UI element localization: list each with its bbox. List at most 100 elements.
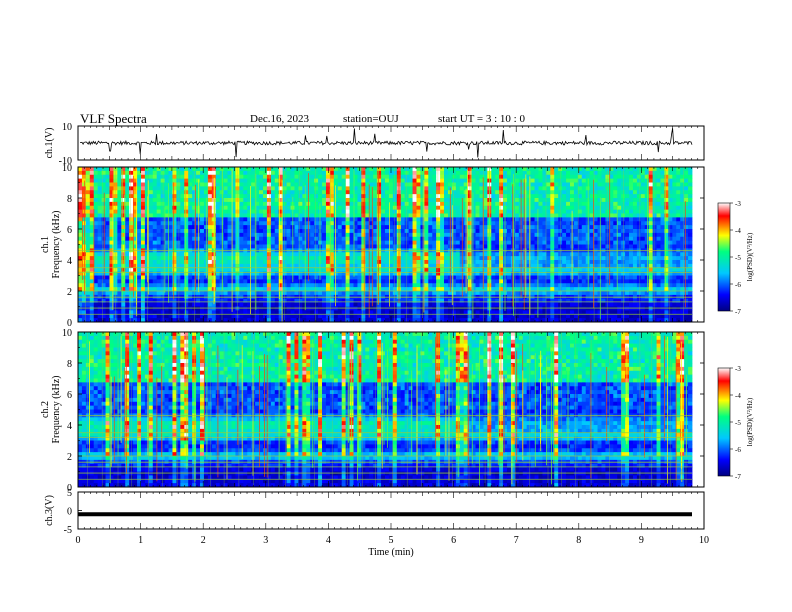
spectrogram-cell: [475, 201, 480, 207]
spectrogram-cell: [188, 287, 193, 292]
spectrogram-cell: [404, 201, 410, 207]
spectrogram-cell: [483, 213, 488, 218]
spectrogram-cell: [129, 298, 134, 304]
spectrogram-cell: [266, 213, 272, 218]
spectrogram-cell: [318, 302, 323, 307]
spectrogram-cell: [93, 236, 99, 242]
spectrogram-cell: [97, 174, 103, 180]
spectrogram-cell: [471, 298, 476, 304]
spectrogram-cell: [558, 302, 563, 307]
spectrogram-cell: [542, 267, 547, 273]
spectrogram-cell: [385, 240, 390, 245]
spectrogram-cell: [341, 252, 347, 257]
spectrogram-cell: [97, 236, 103, 242]
spectrogram-cell: [278, 225, 284, 230]
spectrogram-cell: [404, 306, 410, 311]
spectrogram-cell: [530, 244, 535, 249]
spectrogram-cell: [109, 267, 114, 273]
spectrogram-cell: [168, 318, 173, 323]
spectrogram-cell: [495, 263, 500, 269]
spectrogram-cell: [176, 201, 181, 207]
spectrogram-cell: [444, 306, 449, 311]
spectrogram-cell: [211, 306, 217, 311]
spectrogram-cell: [483, 287, 488, 292]
spectrogram-cell: [172, 217, 177, 222]
spectrogram-cell: [278, 213, 284, 218]
spectrogram-cell: [424, 260, 429, 265]
spectrogram-cell: [554, 221, 559, 226]
spectrogram-cell: [357, 213, 362, 218]
spectrogram-cell: [168, 225, 173, 230]
spectrogram-cell: [325, 275, 331, 280]
spectrogram-cell: [436, 302, 441, 307]
spectrogram-cell: [109, 310, 114, 315]
spectrogram-cell: [337, 271, 343, 276]
spectrogram-cell: [200, 190, 205, 195]
spectrogram-cell: [361, 252, 366, 257]
spectrogram-cell: [113, 205, 118, 211]
spectrogram-cell: [542, 252, 547, 257]
spectrogram-cell: [97, 213, 103, 218]
spectrogram-cell: [259, 225, 264, 230]
spectrogram-cell: [270, 170, 276, 176]
spectrogram-cell: [554, 271, 559, 276]
spectrogram-cell: [117, 263, 122, 269]
spectrogram-cell: [546, 232, 551, 238]
spectrogram-cell: [353, 256, 358, 261]
spectrogram-cell: [113, 225, 118, 230]
spectrogram-cell: [526, 170, 532, 176]
spectrogram-cell: [164, 271, 169, 276]
spectrogram-cell: [534, 267, 539, 273]
spectrogram-cell: [451, 213, 457, 218]
spectrogram-cell: [196, 182, 201, 187]
spectrogram-cell: [546, 244, 551, 249]
spectrogram-cell: [554, 244, 559, 249]
spectrogram-cell: [310, 232, 315, 238]
spectrogram-cell: [78, 194, 83, 199]
spectrogram-cell: [451, 279, 457, 284]
spectrogram-cell: [408, 291, 413, 296]
spectrogram-cell: [239, 232, 244, 238]
spectrogram-cell: [392, 287, 398, 292]
spectrogram-cell: [495, 283, 500, 288]
spectrogram-cell: [349, 271, 354, 276]
spectrogram-cell: [416, 174, 421, 180]
spectrogram-cell: [81, 279, 87, 284]
spectrogram-cell: [329, 306, 335, 311]
spectrogram-cell: [298, 240, 303, 245]
spectrogram-cell: [207, 217, 213, 222]
spectrogram-cell: [164, 267, 169, 273]
spectrogram-cell: [302, 232, 307, 238]
spectrogram-cell: [164, 194, 169, 199]
spectrogram-cell: [349, 167, 354, 172]
spectrogram-cell: [392, 271, 398, 276]
spectrogram-cell: [542, 283, 547, 288]
spectrogram-cell: [554, 190, 559, 195]
spectrogram-cell: [223, 314, 228, 319]
spectrogram-cell: [188, 201, 193, 207]
spectrogram-cell: [377, 252, 382, 257]
spectrogram-cell: [432, 318, 437, 323]
spectrogram-cell: [361, 232, 366, 238]
spectrogram-cell: [144, 260, 150, 265]
spectrogram-cell: [200, 236, 205, 242]
spectrogram-cell: [266, 314, 272, 319]
spectrogram-cell: [298, 291, 303, 296]
spectrogram-cell: [247, 318, 252, 323]
spectrogram-cell: [381, 174, 386, 180]
spectrogram-cell: [133, 252, 138, 257]
spectrogram-cell: [534, 302, 539, 307]
spectrogram-cell: [129, 213, 134, 218]
spectrogram-cell: [432, 310, 437, 315]
spectrogram-cell: [479, 205, 484, 211]
spectrogram-cell: [266, 260, 272, 265]
spectrogram-cell: [223, 260, 228, 265]
spectrogram-cell: [377, 182, 382, 187]
spectrogram-cell: [455, 302, 461, 307]
spectrogram-cell: [329, 209, 335, 214]
spectrogram-cell: [400, 283, 406, 288]
spectrogram-cell: [542, 240, 547, 245]
spectrogram-cell: [255, 221, 260, 226]
spectrogram-cell: [475, 314, 480, 319]
spectrogram-cell: [78, 267, 83, 273]
